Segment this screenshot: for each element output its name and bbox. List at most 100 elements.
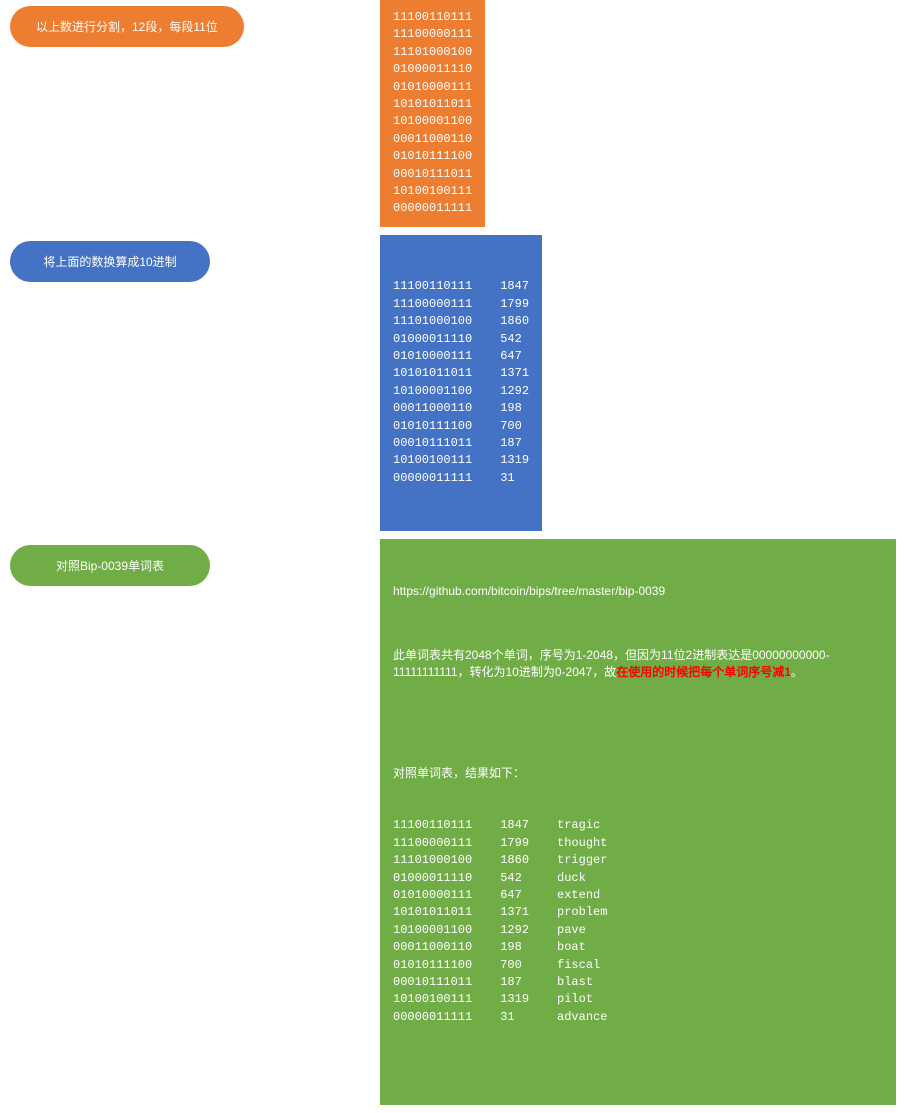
step2-label-col: 将上面的数换算成10进制	[0, 235, 380, 282]
step1-label-col: 以上数进行分割，12段，每段11位	[0, 0, 380, 47]
decimal-cell: 1319	[500, 452, 529, 469]
binary-cell: 10101011011	[393, 365, 500, 382]
word-cell: fiscal	[557, 957, 607, 974]
word-cell: pave	[557, 922, 607, 939]
decimal-cell: 1292	[500, 922, 557, 939]
binary-cell: 00011000110	[393, 400, 500, 417]
decimal-cell: 1292	[500, 383, 529, 400]
binary-cell: 00000011111	[393, 470, 500, 487]
binary-cell: 00010111011	[393, 435, 500, 452]
decimal-cell: 31	[500, 1009, 557, 1026]
decimal-cell: 1847	[500, 278, 529, 295]
step3-row: 对照Bip-0039单词表 https://github.com/bitcoin…	[0, 539, 904, 1105]
word-cell: problem	[557, 904, 607, 921]
step2-pill: 将上面的数换算成10进制	[10, 241, 210, 282]
binary-cell: 11100000111	[393, 835, 500, 852]
decimal-cell: 542	[500, 331, 529, 348]
binary-cell: 01010000111	[393, 887, 500, 904]
table-row: 111010001001860trigger	[393, 852, 607, 869]
binary-cell: 11100000111	[393, 296, 500, 313]
decimal-cell: 647	[500, 887, 557, 904]
decimal-cell: 700	[500, 418, 529, 435]
table-row: 01000011110542duck	[393, 870, 607, 887]
decimal-cell: 647	[500, 348, 529, 365]
table-row: 0000001111131advance	[393, 1009, 607, 1026]
word-cell: trigger	[557, 852, 607, 869]
decimal-cell: 1860	[500, 852, 557, 869]
step3-desc-emph: 在使用的时候把每个单词序号减1	[616, 665, 791, 679]
binary-cell: 00011000110	[393, 939, 500, 956]
table-row: 01000011110542	[393, 331, 529, 348]
step2-label-text: 将上面的数换算成10进制	[43, 255, 176, 269]
binary-cell: 10100001100	[393, 922, 500, 939]
table-row: 101010110111371	[393, 365, 529, 382]
step3-desc: 此单词表共有2048个单词，序号为1-2048，但因为11位2进制表达是0000…	[393, 647, 883, 682]
step3-result-title: 对照单词表，结果如下：	[393, 765, 883, 782]
table-row: 0000001111131	[393, 470, 529, 487]
binary-cell: 00000011111	[393, 1009, 500, 1026]
decimal-cell: 1799	[500, 296, 529, 313]
table-row: 101001001111319pilot	[393, 991, 607, 1008]
decimal-cell: 1371	[500, 365, 529, 382]
binary-cell: 01010111100	[393, 957, 500, 974]
decimal-cell: 1371	[500, 904, 557, 921]
step1-row: 以上数进行分割，12段，每段11位 11100110111 1110000011…	[0, 0, 904, 227]
step2-row: 将上面的数换算成10进制 111001101111847111000001111…	[0, 235, 904, 531]
table-row: 01010111100700fiscal	[393, 957, 607, 974]
decimal-cell: 198	[500, 939, 557, 956]
binary-cell: 10100100111	[393, 991, 500, 1008]
binary-cell: 01010111100	[393, 418, 500, 435]
word-cell: extend	[557, 887, 607, 904]
binary-cell: 11101000100	[393, 852, 500, 869]
decimal-cell: 542	[500, 870, 557, 887]
decimal-cell: 1847	[500, 817, 557, 834]
table-row: 00011000110198boat	[393, 939, 607, 956]
word-cell: blast	[557, 974, 607, 991]
table-row: 111001101111847tragic	[393, 817, 607, 834]
step3-table: 111001101111847tragic111000001111799thou…	[393, 817, 607, 1026]
step2-box: 1110011011118471110000011117991110100010…	[380, 235, 542, 531]
word-cell: pilot	[557, 991, 607, 1008]
table-row: 01010111100700	[393, 418, 529, 435]
table-row: 111000001111799thought	[393, 835, 607, 852]
table-row: 111010001001860	[393, 313, 529, 330]
table-row: 111000001111799	[393, 296, 529, 313]
step1-label-text: 以上数进行分割，12段，每段11位	[36, 20, 218, 34]
step3-pill: 对照Bip-0039单词表	[10, 545, 210, 586]
decimal-cell: 1799	[500, 835, 557, 852]
word-cell: duck	[557, 870, 607, 887]
word-cell: boat	[557, 939, 607, 956]
step3-desc-suffix: 。	[791, 665, 803, 679]
binary-cell: 01000011110	[393, 331, 500, 348]
binary-cell: 01000011110	[393, 870, 500, 887]
table-row: 00010111011187blast	[393, 974, 607, 991]
step3-url: https://github.com/bitcoin/bips/tree/mas…	[393, 583, 883, 600]
decimal-cell: 31	[500, 470, 529, 487]
table-row: 101000011001292	[393, 383, 529, 400]
step3-result: 对照单词表，结果如下： 111001101111847tragic1110000…	[393, 730, 883, 1060]
table-row: 01010000111647extend	[393, 887, 607, 904]
binary-cell: 01010000111	[393, 348, 500, 365]
step3-label-text: 对照Bip-0039单词表	[56, 559, 164, 573]
word-cell: thought	[557, 835, 607, 852]
binary-cell: 11100110111	[393, 817, 500, 834]
binary-cell: 11100110111	[393, 278, 500, 295]
decimal-cell: 1319	[500, 991, 557, 1008]
table-row: 101001001111319	[393, 452, 529, 469]
decimal-cell: 187	[500, 435, 529, 452]
binary-cell: 10100001100	[393, 383, 500, 400]
binary-cell: 10100100111	[393, 452, 500, 469]
binary-cell: 10101011011	[393, 904, 500, 921]
table-row: 01010000111647	[393, 348, 529, 365]
step2-table: 1110011011118471110000011117991110100010…	[393, 278, 529, 487]
table-row: 101010110111371problem	[393, 904, 607, 921]
table-row: 00010111011187	[393, 435, 529, 452]
decimal-cell: 198	[500, 400, 529, 417]
word-cell: tragic	[557, 817, 607, 834]
step3-box: https://github.com/bitcoin/bips/tree/mas…	[380, 539, 896, 1105]
step1-pill: 以上数进行分割，12段，每段11位	[10, 6, 244, 47]
decimal-cell: 1860	[500, 313, 529, 330]
binary-cell: 11101000100	[393, 313, 500, 330]
word-cell: advance	[557, 1009, 607, 1026]
step1-box: 11100110111 11100000111 11101000100 0100…	[380, 0, 485, 227]
